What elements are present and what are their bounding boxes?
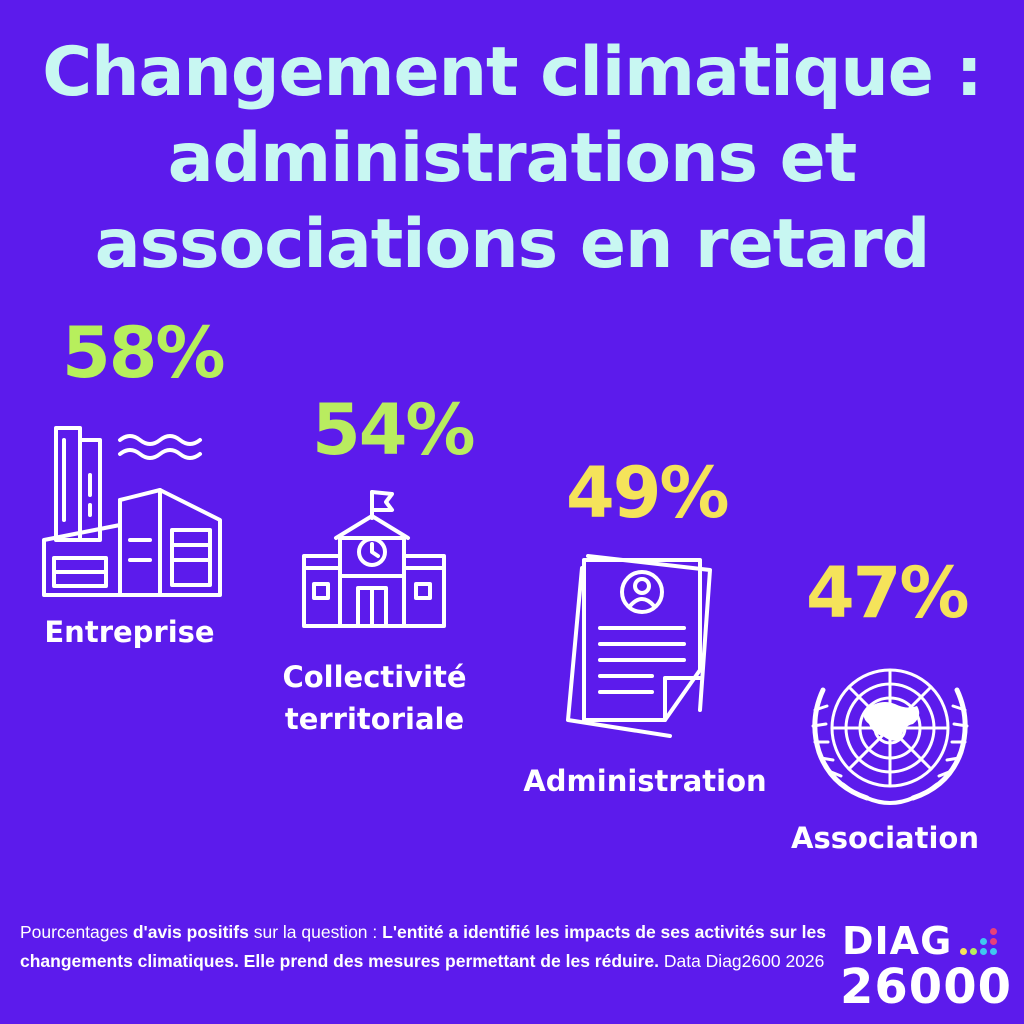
category-label-collectivite-line-1: Collectivité: [282, 660, 467, 694]
category-label-collectivite-line-2: territoriale: [284, 702, 465, 736]
logo-text-bottom: 26000: [840, 959, 1012, 1015]
page-title: Changement climatique : administrations …: [0, 30, 1024, 288]
footnote-bold-1: d'avis positifs: [132, 922, 249, 942]
value-label-entreprise: 58%: [62, 312, 226, 394]
category-label-collectivite: Collectivité territoriale: [262, 656, 487, 740]
town-hall-icon: [302, 490, 446, 628]
logo-dot: [980, 948, 987, 955]
title-line-2: administrations et: [167, 119, 858, 198]
logo-dot: [980, 938, 987, 945]
logo-dot: [990, 928, 997, 935]
title-line-1: Changement climatique :: [42, 33, 983, 112]
footnote-source: Data Diag2600 2026: [658, 951, 825, 971]
category-label-entreprise: Entreprise: [44, 615, 215, 649]
category-label-association: Association: [791, 821, 979, 855]
logo-dot: [990, 948, 997, 955]
footnote-text-1: Pourcentages: [20, 922, 133, 942]
title-line-3: associations en retard: [94, 205, 931, 284]
value-label-collectivite: 54%: [312, 389, 476, 471]
document-icon: [566, 554, 712, 738]
value-label-administration: 49%: [566, 452, 730, 534]
logo-dot: [970, 948, 977, 955]
diag26000-logo: DIAG 26000: [840, 919, 1015, 1015]
value-label-association: 47%: [806, 552, 970, 634]
logo-text-top: DIAG: [842, 919, 953, 963]
footnote-text-2: sur la question :: [248, 922, 383, 942]
un-emblem-icon: [811, 668, 969, 805]
footnote: Pourcentages d'avis positifs sur la ques…: [20, 918, 840, 976]
footnote-bold-2: L'entité a identifié les impacts de ses …: [20, 922, 826, 971]
logo-dot: [960, 948, 967, 955]
logo-dot: [990, 938, 997, 945]
category-label-administration: Administration: [523, 764, 767, 798]
factory-icon: [42, 426, 222, 597]
